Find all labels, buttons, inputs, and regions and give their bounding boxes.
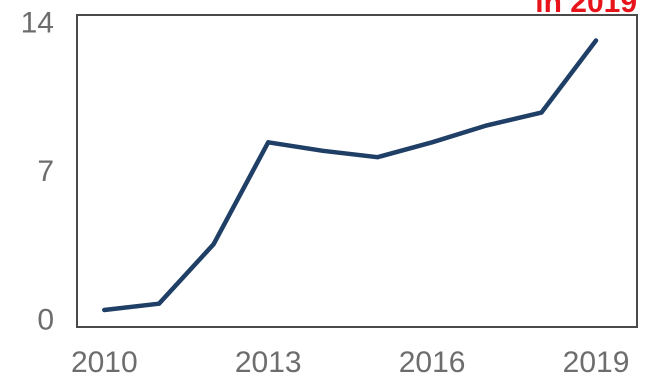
y-tick-label-0: 0 bbox=[37, 304, 54, 337]
series-line-0 bbox=[104, 41, 596, 311]
x-tick-label-2016: 2016 bbox=[399, 346, 466, 379]
y-tick-label-14: 14 bbox=[21, 6, 54, 39]
y-tick-label-7: 7 bbox=[37, 155, 54, 188]
chart-annotation: in 2019 bbox=[535, 0, 637, 19]
x-tick-label-2019: 2019 bbox=[563, 346, 630, 379]
y-axis: 0 7 14 bbox=[21, 6, 54, 336]
plot-area-frame bbox=[77, 15, 637, 327]
series-group bbox=[104, 41, 596, 311]
x-tick-label-2010: 2010 bbox=[71, 346, 138, 379]
x-axis: 2010 2013 2016 2019 bbox=[71, 346, 629, 379]
x-tick-label-2013: 2013 bbox=[235, 346, 302, 379]
